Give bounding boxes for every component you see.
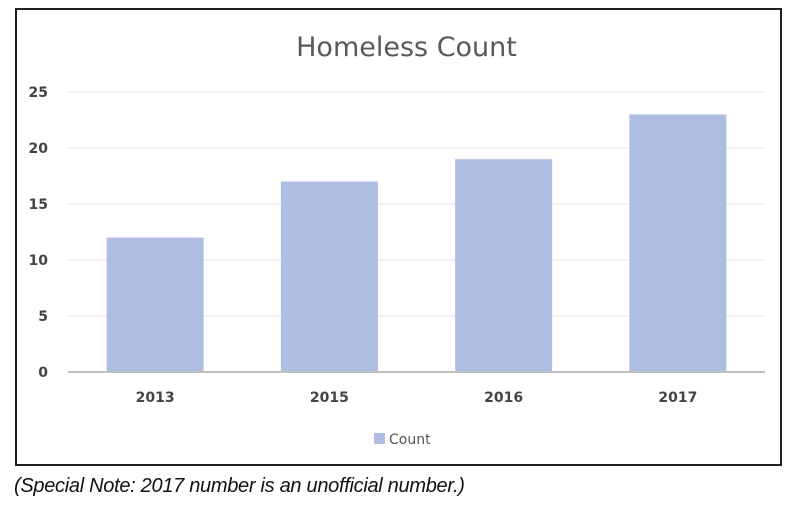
legend-label: Count	[389, 432, 431, 448]
y-tick-label: 25	[29, 85, 48, 101]
x-tick-label: 2013	[136, 390, 175, 406]
chart-title: Homeless Count	[296, 32, 517, 63]
bar-2015	[280, 181, 378, 372]
x-tick-label: 2016	[484, 390, 523, 406]
bar-2017	[629, 114, 727, 373]
bar-2013	[106, 237, 204, 372]
special-note: (Special Note: 2017 number is an unoffic…	[14, 475, 465, 497]
chart-frame	[15, 8, 782, 466]
x-tick-label: 2015	[310, 390, 349, 406]
y-tick-label: 15	[29, 197, 48, 213]
bar-2016	[455, 159, 553, 372]
y-tick-label: 10	[29, 253, 49, 269]
x-tick-label: 2017	[658, 390, 697, 406]
y-tick-label: 0	[38, 365, 48, 381]
y-tick-label: 5	[38, 309, 48, 325]
legend-swatch	[374, 433, 385, 444]
y-tick-label: 20	[29, 141, 49, 157]
